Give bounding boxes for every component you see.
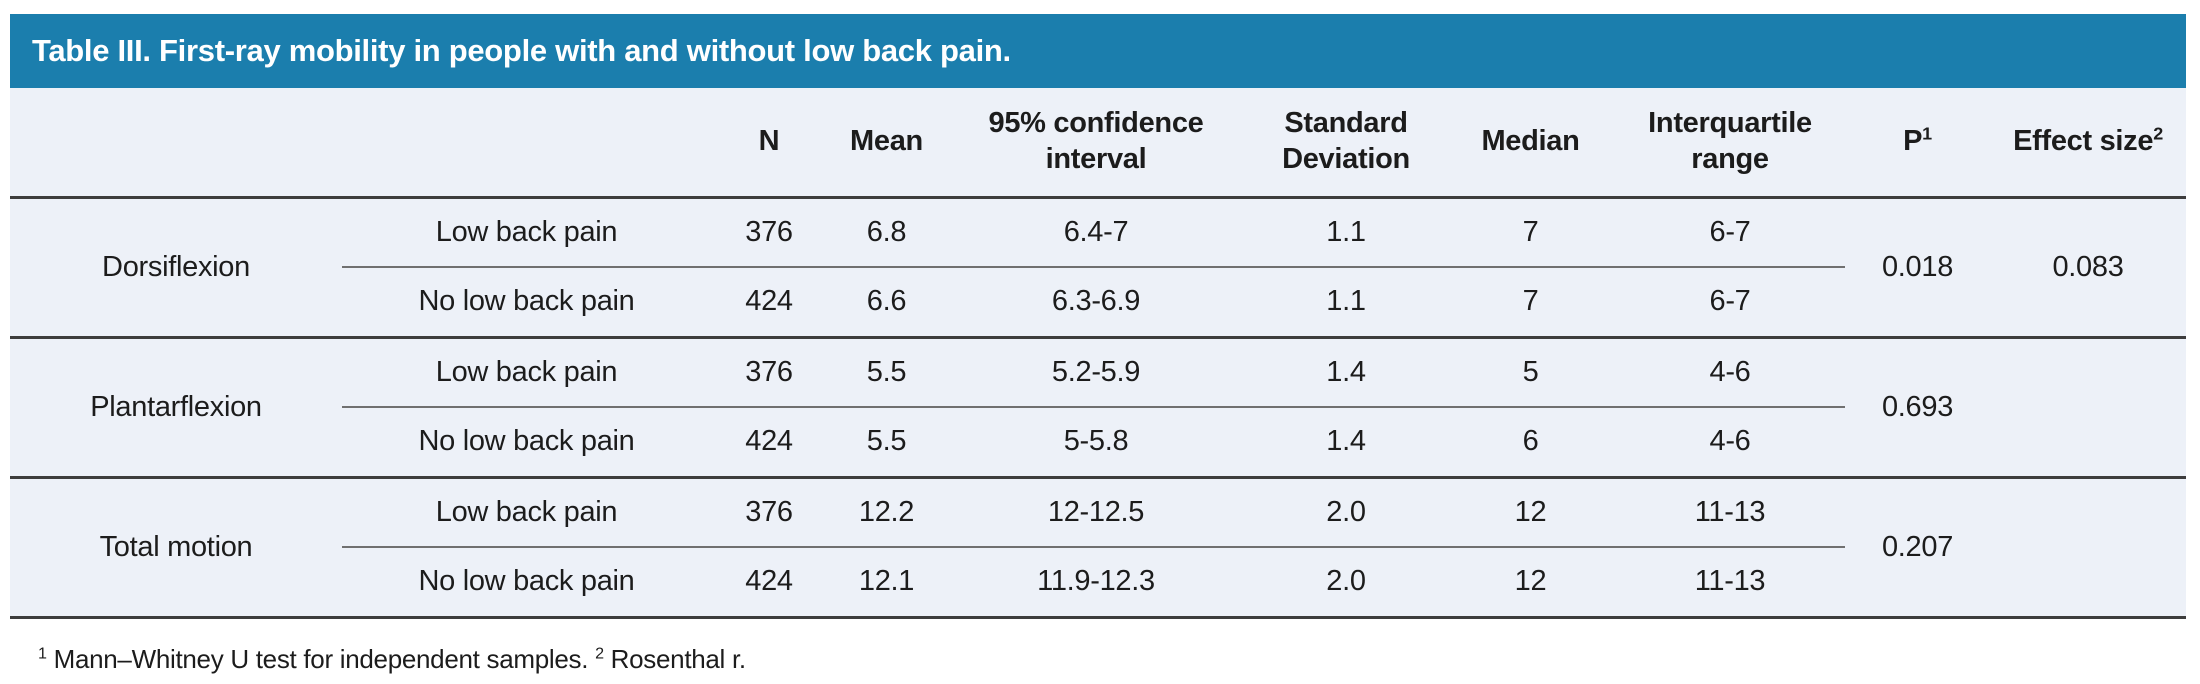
cell-median: 12 [1514,565,1547,598]
col-header-iqr: Interquartile range [1615,88,1845,199]
cell-median: 5 [1446,337,1615,408]
cell-n: 376 [711,477,827,548]
cell-iqr: 4-6 [1615,337,1845,408]
cell-p-value: 0.018 [1881,250,1954,283]
cell-ci: 5-5.8 [1063,425,1129,458]
cell-mean: 5.5 [827,337,946,408]
cell-iqr: 11-13 [1694,565,1766,598]
row-label: Plantarflexion [90,390,262,423]
col-header-sd: Standard Deviation [1246,88,1446,199]
col-header-p: P1 [1845,88,1990,199]
col-header-empty-subgroup [342,88,711,199]
cell-n: 424 [745,285,793,318]
table-row: No low back pain 424 12.1 11.9-12.3 2.0 … [10,547,2186,617]
cell-mean: 12.2 [827,477,946,548]
cell-ci: 6.4-7 [946,197,1246,268]
table-header: N Mean 95% confidence interval Standard … [10,88,2186,199]
cell-effect-size: 0.083 [2052,250,2124,283]
table-row: No low back pain 424 5.5 5-5.8 1.4 6 4-6 [10,407,2186,477]
footnote-1-text: Mann–Whitney U test for independent samp… [46,644,596,674]
group-plantarflexion: Plantarflexion Low back pain 376 5.5 5.2… [10,337,2186,477]
cell-ci: 12-12.5 [946,477,1246,548]
cell-subgroup: No low back pain [418,425,635,458]
cell-sd: 1.4 [1326,425,1366,458]
cell-iqr: 4-6 [1709,425,1751,458]
cell-n: 376 [711,197,827,268]
footnote-2-superscript: 2 [595,644,604,663]
cell-sd: 2.0 [1326,565,1366,598]
effect-header-superscript: 2 [2153,123,2163,144]
table-title-bar: Table III. First-ray mobility in people … [10,14,2186,88]
footnote-1-superscript: 1 [38,644,47,663]
cell-sd: 1.1 [1246,197,1446,268]
table-row: Total motion Low back pain 376 12.2 12-1… [10,477,2186,563]
cell-effect-size [1990,477,2186,617]
cell-ci: 5.2-5.9 [946,337,1246,408]
group-dorsiflexion: Dorsiflexion Low back pain 376 6.8 6.4-7… [10,197,2186,337]
cell-sd: 1.4 [1246,337,1446,408]
footnote: 1 Mann–Whitney U test for independent sa… [38,644,746,675]
cell-mean: 6.6 [866,285,907,318]
table-row: No low back pain 424 6.6 6.3-6.9 1.1 7 6… [10,267,2186,337]
cell-p-value: 0.207 [1881,530,1954,563]
footnote-2-text: Rosenthal r. [603,644,746,674]
cell-ci: 6.3-6.9 [1051,285,1141,318]
cell-n: 376 [711,337,827,408]
cell-sd: 2.0 [1246,477,1446,548]
cell-ci: 11.9-12.3 [1037,565,1155,598]
cell-subgroup: No low back pain [418,285,635,318]
cell-n: 424 [745,425,793,458]
cell-iqr: 6-7 [1615,197,1845,268]
effect-header-label: Effect size [2013,125,2154,158]
cell-subgroup: Low back pain [342,197,711,268]
p-header-label: P [1903,125,1923,158]
cell-subgroup: No low back pain [418,565,635,598]
cell-mean: 5.5 [866,425,907,458]
table-row: Plantarflexion Low back pain 376 5.5 5.2… [10,337,2186,423]
cell-median: 6 [1522,425,1539,458]
col-header-median: Median [1446,88,1615,199]
cell-median: 7 [1446,197,1615,268]
cell-median: 12 [1446,477,1615,548]
cell-mean: 12.1 [858,565,915,598]
row-label: Dorsiflexion [102,250,250,283]
table-row: Dorsiflexion Low back pain 376 6.8 6.4-7… [10,197,2186,283]
cell-subgroup: Low back pain [342,337,711,408]
group-total-motion: Total motion Low back pain 376 12.2 12-1… [10,477,2186,617]
col-header-empty-rowlabel [10,88,342,199]
cell-n: 424 [745,565,793,598]
cell-subgroup: Low back pain [342,477,711,548]
cell-sd: 1.1 [1326,285,1366,318]
row-label: Total motion [99,530,253,563]
p-header-superscript: 1 [1922,123,1932,144]
cell-mean: 6.8 [827,197,946,268]
cell-iqr: 11-13 [1615,477,1845,548]
col-header-ci: 95% confidence interval [946,88,1246,199]
table-title: Table III. First-ray mobility in people … [32,33,1011,68]
cell-median: 7 [1522,285,1539,318]
data-table: N Mean 95% confidence interval Standard … [10,88,2186,619]
col-header-mean: Mean [827,88,946,199]
table-block: Table III. First-ray mobility in people … [10,14,2186,619]
cell-effect-size [1990,337,2186,477]
cell-iqr: 6-7 [1709,285,1751,318]
col-header-effect-size: Effect size2 [1990,88,2186,199]
header-row: N Mean 95% confidence interval Standard … [10,88,2186,199]
cell-p-value: 0.693 [1881,390,1954,423]
col-header-n: N [711,88,827,199]
